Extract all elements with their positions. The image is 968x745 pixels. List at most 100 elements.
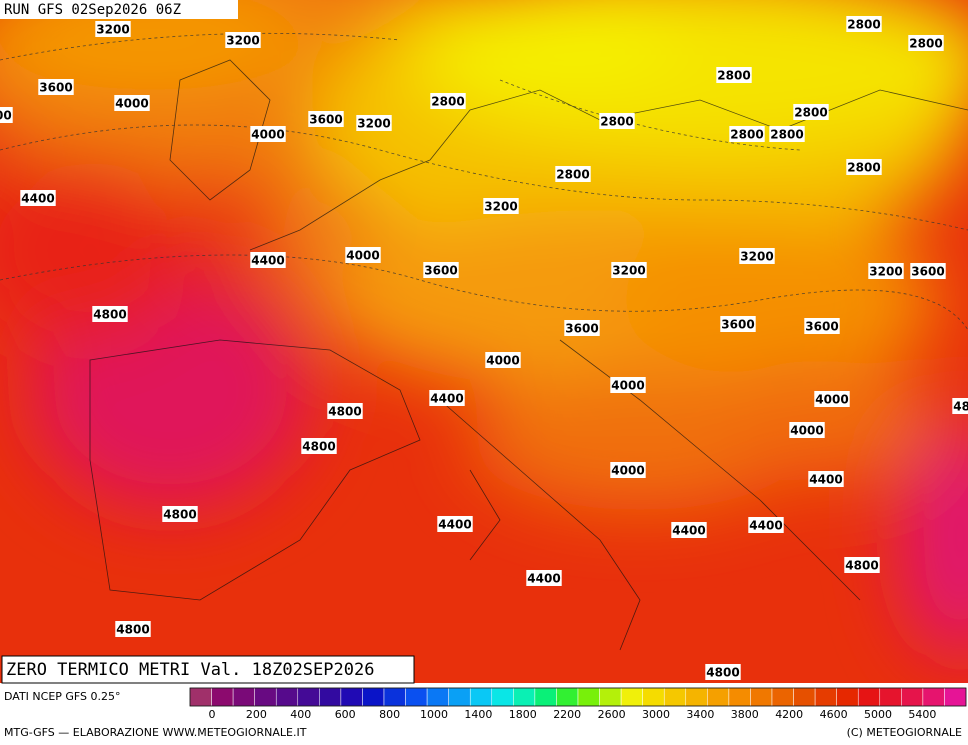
label-bg (846, 16, 882, 32)
label-bg (611, 262, 647, 278)
contour-label: 2800 (794, 106, 827, 120)
scale-swatch (211, 687, 234, 707)
contour-label: 4000 (0, 109, 12, 123)
contour-label: 4000 (815, 393, 848, 407)
contour-label: 3600 (911, 265, 944, 279)
label-bg (308, 111, 344, 127)
scale-swatch (750, 687, 773, 707)
scale-tick-label: 1800 (509, 708, 537, 721)
scale-swatch (944, 687, 967, 707)
contour-label: 2800 (600, 115, 633, 129)
scale-tick-label: 200 (246, 708, 267, 721)
label-bg (716, 67, 752, 83)
scale-tick-label: 5000 (864, 708, 892, 721)
contour-label: 3200 (357, 117, 390, 131)
label-bg (814, 391, 850, 407)
contour-label: 2800 (717, 69, 750, 83)
scale-swatch (405, 687, 428, 707)
contour-label: 4800 (93, 308, 126, 322)
scale-tick-label: 4200 (775, 708, 803, 721)
scale-swatch (275, 687, 299, 707)
contour-label: 3200 (869, 265, 902, 279)
contour-label: 3600 (424, 264, 457, 278)
contour-label: 3200 (484, 200, 517, 214)
label-bg (868, 263, 904, 279)
contour-label: 4000 (790, 424, 823, 438)
label-bg (555, 166, 591, 182)
scale-swatch (879, 687, 902, 707)
color-scale: 0 200 400 600 800 1000 1400 1800 2200 2600 3000 340… (189, 687, 967, 721)
contour-label: 2800 (847, 18, 880, 32)
scale-swatch (771, 687, 794, 707)
contour-label: 3600 (565, 322, 598, 336)
scale-swatch (814, 687, 837, 707)
scale-tick-label: 1400 (464, 708, 492, 721)
scale-swatch (513, 687, 536, 707)
label-bg (114, 95, 150, 111)
contour-label: 4400 (21, 192, 54, 206)
scale-border (189, 687, 967, 707)
contour-label: 4800 (328, 405, 361, 419)
contour-label: 2800 (847, 161, 880, 175)
label-bg (739, 248, 775, 264)
label-bg (92, 306, 128, 322)
scale-tick-label: 2600 (598, 708, 626, 721)
scale-tick-label: 3400 (686, 708, 714, 721)
label-bg (429, 390, 465, 406)
label-bg (793, 104, 829, 120)
scale-tick-label: 5400 (908, 708, 936, 721)
scale-swatch (728, 687, 751, 707)
label-bg (808, 471, 844, 487)
contour-label: 3600 (805, 320, 838, 334)
label-bg (225, 32, 261, 48)
scale-swatch (707, 687, 730, 707)
contour-label: 4000 (115, 97, 148, 111)
label-bg (356, 115, 392, 131)
map-field: 3200 3200 2800 2800 2800 3600 4000 2800 4000 3600… (0, 0, 968, 683)
label-bg (345, 247, 381, 263)
scale-swatch (297, 687, 320, 707)
scale-tick-label: 4600 (820, 708, 848, 721)
contour-label: 4400 (430, 392, 463, 406)
map-title: ZERO TERMICO METRI Val. 18Z02SEP2026 (6, 660, 374, 680)
scale-tick-label: 800 (379, 708, 400, 721)
scale-swatch (340, 687, 363, 707)
contour-label: 2800 (556, 168, 589, 182)
scale-swatch (189, 687, 212, 707)
label-bg (908, 35, 944, 51)
label-bg (115, 621, 151, 637)
contour-label: 4000 (346, 249, 379, 263)
scale-swatch (362, 687, 385, 707)
contour-label: 4800 (163, 508, 196, 522)
contour-label: 3200 (612, 264, 645, 278)
contour-label: 3200 (226, 34, 259, 48)
label-bg (430, 93, 466, 109)
scale-tick-label: 600 (335, 708, 356, 721)
scale-swatch (319, 687, 342, 707)
scale-swatch (922, 687, 945, 707)
scale-swatch (383, 687, 406, 707)
label-bg (844, 557, 880, 573)
contour-label: 2800 (730, 128, 763, 142)
contour-label: 4000 (611, 379, 644, 393)
scale-swatch (599, 687, 622, 707)
title-box (1, 655, 415, 684)
contour-label: 4800 (845, 559, 878, 573)
label-bg (301, 438, 337, 454)
header-box (0, 0, 238, 19)
contour-label: 4800 (116, 623, 149, 637)
label-bg (0, 107, 13, 123)
scale-swatch (426, 687, 449, 707)
scale-tick-label: 400 (290, 708, 311, 721)
contour-label: 4400 (438, 518, 471, 532)
contour-label: 4400 (672, 524, 705, 538)
contour-label: 3600 (39, 81, 72, 95)
label-bg (526, 570, 562, 586)
label-bg (610, 462, 646, 478)
contour-label: 3600 (721, 318, 754, 332)
scale-swatch (836, 687, 859, 707)
label-bg (804, 318, 840, 334)
scale-tick-label: 0 (209, 708, 216, 721)
